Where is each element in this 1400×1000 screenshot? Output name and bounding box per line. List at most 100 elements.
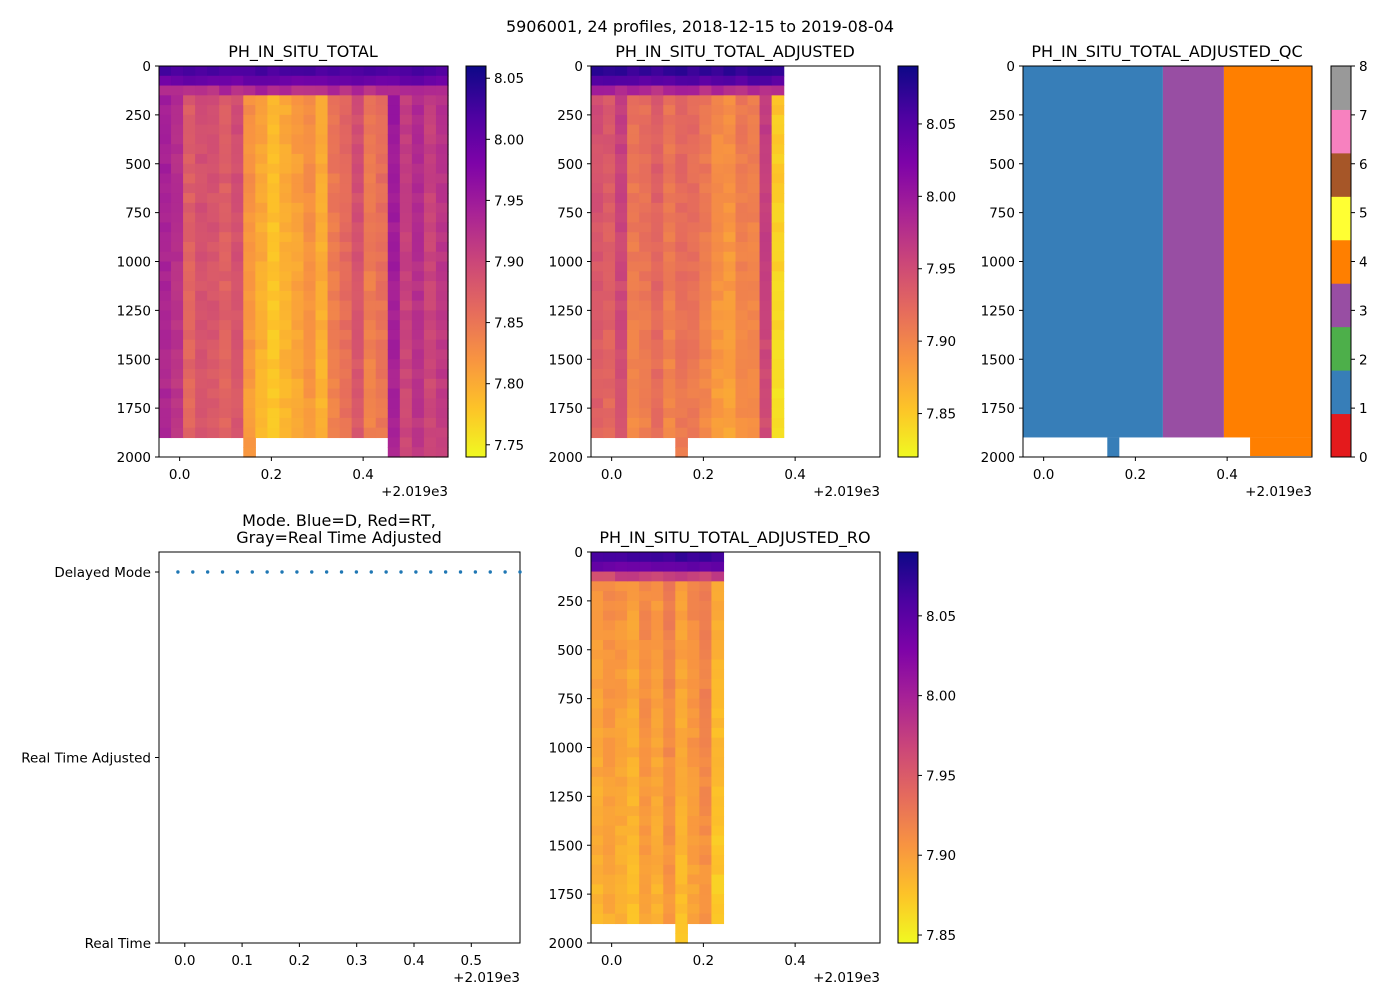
heatmap-cell xyxy=(435,75,449,87)
heatmap-cell xyxy=(627,688,640,700)
heatmap-cell xyxy=(627,737,640,749)
heatmap-cell xyxy=(591,261,604,272)
heatmap-cell xyxy=(615,747,628,758)
heatmap-cell xyxy=(771,114,785,126)
heatmap-cell xyxy=(759,144,773,155)
heatmap-cell xyxy=(303,202,317,214)
heatmap-cell xyxy=(327,202,341,214)
heatmap-cell xyxy=(375,427,389,439)
colorbar-tick-label: 7.80 xyxy=(494,377,524,393)
heatmap-cell xyxy=(231,290,244,302)
heatmap-cell xyxy=(315,95,329,106)
heatmap-cell xyxy=(603,290,616,302)
heatmap-cell xyxy=(627,66,640,77)
heatmap-cell xyxy=(303,359,317,370)
heatmap-cell xyxy=(627,300,640,311)
heatmap-cell xyxy=(255,320,268,331)
heatmap-cell xyxy=(627,894,640,905)
heatmap-cell xyxy=(279,222,293,233)
heatmap-cell xyxy=(207,310,220,321)
heatmap-cell xyxy=(675,359,688,370)
heatmap-cell xyxy=(639,757,652,768)
heatmap-cell xyxy=(423,144,437,155)
heatmap-cell xyxy=(747,173,761,184)
heatmap-cell xyxy=(651,649,664,661)
heatmap-cell xyxy=(207,75,220,87)
heatmap-cell xyxy=(639,855,652,866)
heatmap-cell xyxy=(435,114,449,126)
heatmap-cell xyxy=(699,639,713,651)
x-tick-label: 0.0 xyxy=(601,467,622,483)
heatmap-cell xyxy=(291,241,305,253)
heatmap-cell xyxy=(387,66,401,77)
heatmap-cell xyxy=(411,251,425,263)
heatmap-cell xyxy=(675,913,688,925)
heatmap-cell xyxy=(327,349,341,360)
heatmap-cell xyxy=(267,329,281,341)
heatmap-cell xyxy=(747,369,761,380)
heatmap-cell xyxy=(255,359,268,370)
heatmap-cell xyxy=(603,202,616,214)
heatmap-cell xyxy=(231,173,244,184)
heatmap-cell xyxy=(279,163,293,175)
heatmap-cell xyxy=(651,737,664,749)
heatmap-cell xyxy=(615,855,628,866)
heatmap-cell xyxy=(639,183,652,194)
heatmap-cell xyxy=(687,806,700,817)
heatmap-cell xyxy=(603,417,616,429)
y-tick-label: 750 xyxy=(989,206,1015,222)
heatmap-cell xyxy=(603,369,616,380)
heatmap-cell xyxy=(291,173,305,184)
heatmap-cell xyxy=(711,105,725,116)
heatmap-cell xyxy=(627,835,640,846)
heatmap-cell xyxy=(207,251,220,263)
heatmap-cell xyxy=(603,251,616,263)
heatmap-cell xyxy=(699,408,713,419)
heatmap-cell xyxy=(663,747,676,758)
heatmap-cell xyxy=(159,163,172,175)
heatmap-cell xyxy=(627,310,640,321)
heatmap-cell xyxy=(663,153,676,165)
heatmap-cell xyxy=(711,163,725,175)
heatmap-cell xyxy=(603,329,616,341)
heatmap-cell xyxy=(675,571,688,582)
heatmap-cell xyxy=(759,241,773,253)
heatmap-cell xyxy=(615,639,628,651)
heatmap-cell xyxy=(435,329,449,341)
heatmap-cell xyxy=(639,290,652,302)
mode-point xyxy=(235,570,240,574)
heatmap-cell xyxy=(207,124,220,136)
x-tick-label: 0.2 xyxy=(693,467,714,483)
heatmap-cell xyxy=(615,727,628,739)
heatmap-cell xyxy=(387,202,401,214)
heatmap-cell xyxy=(351,378,365,390)
heatmap-cell xyxy=(399,173,413,184)
heatmap-cell xyxy=(339,349,353,360)
panel-ph-in-situ-total-adjusted: PH_IN_SITU_TOTAL_ADJUSTED 02505007501000… xyxy=(549,42,956,500)
heatmap-cell xyxy=(327,153,341,165)
heatmap-cell xyxy=(327,193,341,204)
x-tick-label: 0.5 xyxy=(461,953,482,969)
heatmap-cell xyxy=(339,66,353,77)
heatmap-cell xyxy=(375,153,389,165)
heatmap-cell xyxy=(663,339,676,351)
heatmap-cell xyxy=(711,630,725,641)
y-tick-label: Delayed Mode xyxy=(54,565,151,581)
heatmap-cell xyxy=(735,251,749,263)
heatmap-cell xyxy=(771,202,785,214)
heatmap-cell xyxy=(423,261,437,272)
heatmap-cell xyxy=(687,271,700,282)
heatmap-cell xyxy=(711,600,725,612)
heatmap-cell xyxy=(387,349,401,360)
heatmap-cell xyxy=(735,124,749,136)
heatmap-cell xyxy=(603,320,616,331)
heatmap-cell xyxy=(183,75,196,87)
heatmap-cell xyxy=(711,796,725,807)
heatmap-cell xyxy=(219,66,232,77)
figure-suptitle: 5906001, 24 profiles, 2018-12-15 to 2019… xyxy=(506,17,894,36)
qc-color-swatch xyxy=(1331,109,1351,154)
heatmap-cell xyxy=(255,105,268,116)
heatmap-cell xyxy=(375,300,389,311)
heatmap-cell xyxy=(651,261,664,272)
heatmap-cell xyxy=(663,95,676,106)
